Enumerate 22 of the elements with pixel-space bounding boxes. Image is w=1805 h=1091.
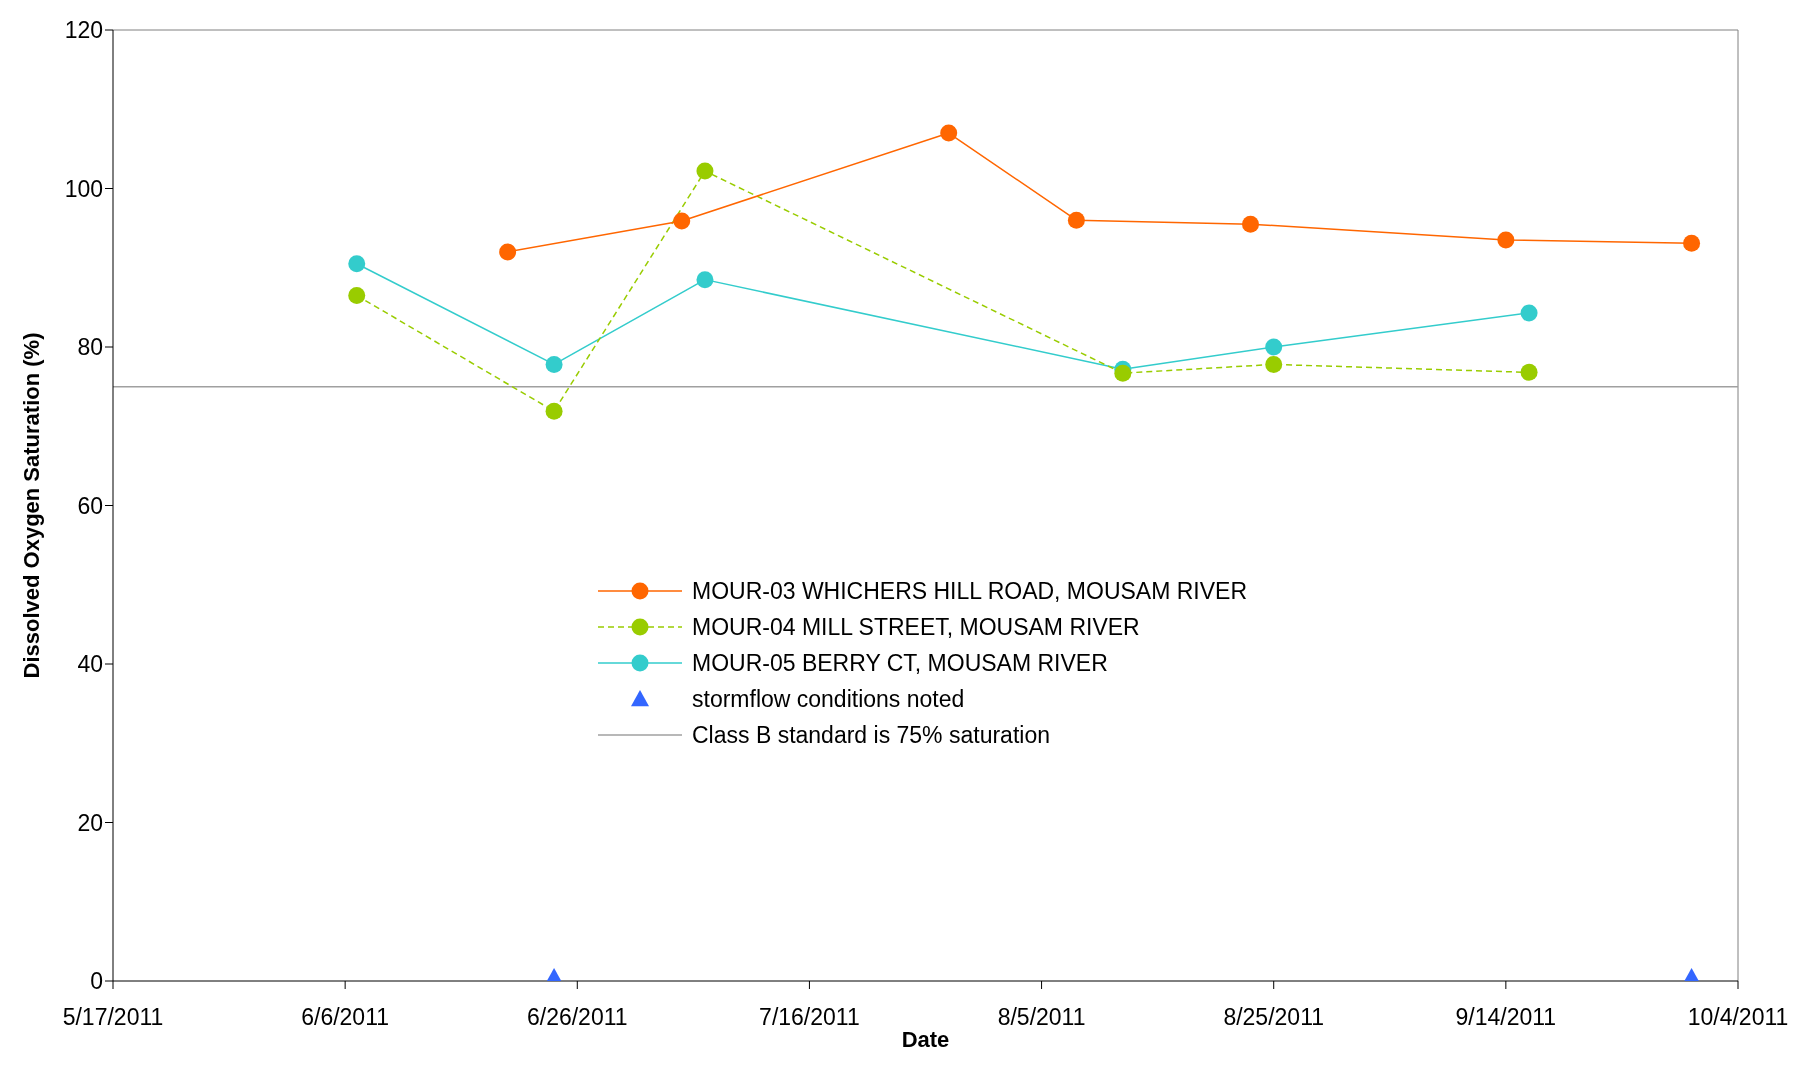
x-tick-label: 8/5/2011 [997,1004,1086,1031]
y-tick-label: 20 [77,809,103,836]
legend-label: MOUR-03 WHICHERS HILL ROAD, MOUSAM RIVER [692,577,1248,606]
x-axis-title: Date [901,1026,950,1052]
y-tick-label: 40 [77,651,103,678]
legend-label: MOUR-05 BERRY CT, MOUSAM RIVER [692,649,1108,678]
x-tick-label: 8/25/2011 [1223,1004,1325,1031]
x-tick-label: 10/4/2011 [1687,1004,1789,1031]
y-tick-label: 0 [90,968,103,995]
legend-label: MOUR-04 MILL STREET, MOUSAM RIVER [692,613,1140,642]
y-tick-label: 100 [64,175,103,202]
y-tick-label: 60 [77,492,103,519]
y-axis-title: Dissolved Oxygen Saturation (%) [18,332,44,679]
x-tick-label: 5/17/2011 [62,1004,164,1031]
x-tick-label: 9/14/2011 [1455,1004,1557,1031]
y-tick-label: 120 [64,17,103,44]
x-tick-label: 6/6/2011 [301,1004,390,1031]
x-tick-label: 6/26/2011 [526,1004,628,1031]
y-tick-label: 80 [77,334,103,361]
legend-label: Class B standard is 75% saturation [692,721,1050,750]
legend-label: stormflow conditions noted [692,685,965,714]
x-tick-label: 7/16/2011 [759,1004,860,1031]
